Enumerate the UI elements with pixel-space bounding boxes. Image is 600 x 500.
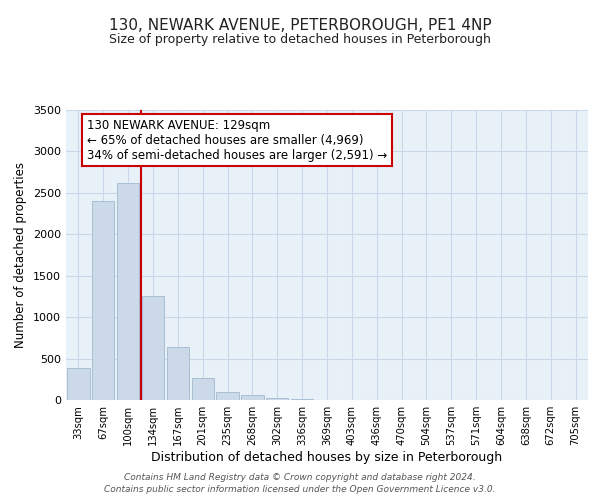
- Bar: [217, 392, 239, 400]
- Bar: [92, 201, 115, 400]
- X-axis label: Distribution of detached houses by size in Peterborough: Distribution of detached houses by size …: [151, 451, 503, 464]
- Bar: [67, 368, 89, 400]
- Text: Contains HM Land Registry data © Crown copyright and database right 2024.: Contains HM Land Registry data © Crown c…: [124, 473, 476, 482]
- Text: 130 NEWARK AVENUE: 129sqm
← 65% of detached houses are smaller (4,969)
34% of se: 130 NEWARK AVENUE: 129sqm ← 65% of detac…: [87, 118, 387, 162]
- Bar: [167, 347, 189, 400]
- Y-axis label: Number of detached properties: Number of detached properties: [14, 162, 28, 348]
- Bar: [266, 398, 289, 400]
- Bar: [142, 296, 164, 400]
- Text: Contains public sector information licensed under the Open Government Licence v3: Contains public sector information licen…: [104, 484, 496, 494]
- Bar: [241, 396, 263, 400]
- Bar: [191, 378, 214, 400]
- Bar: [291, 399, 313, 400]
- Text: 130, NEWARK AVENUE, PETERBOROUGH, PE1 4NP: 130, NEWARK AVENUE, PETERBOROUGH, PE1 4N…: [109, 18, 491, 32]
- Text: Size of property relative to detached houses in Peterborough: Size of property relative to detached ho…: [109, 32, 491, 46]
- Bar: [117, 183, 139, 400]
